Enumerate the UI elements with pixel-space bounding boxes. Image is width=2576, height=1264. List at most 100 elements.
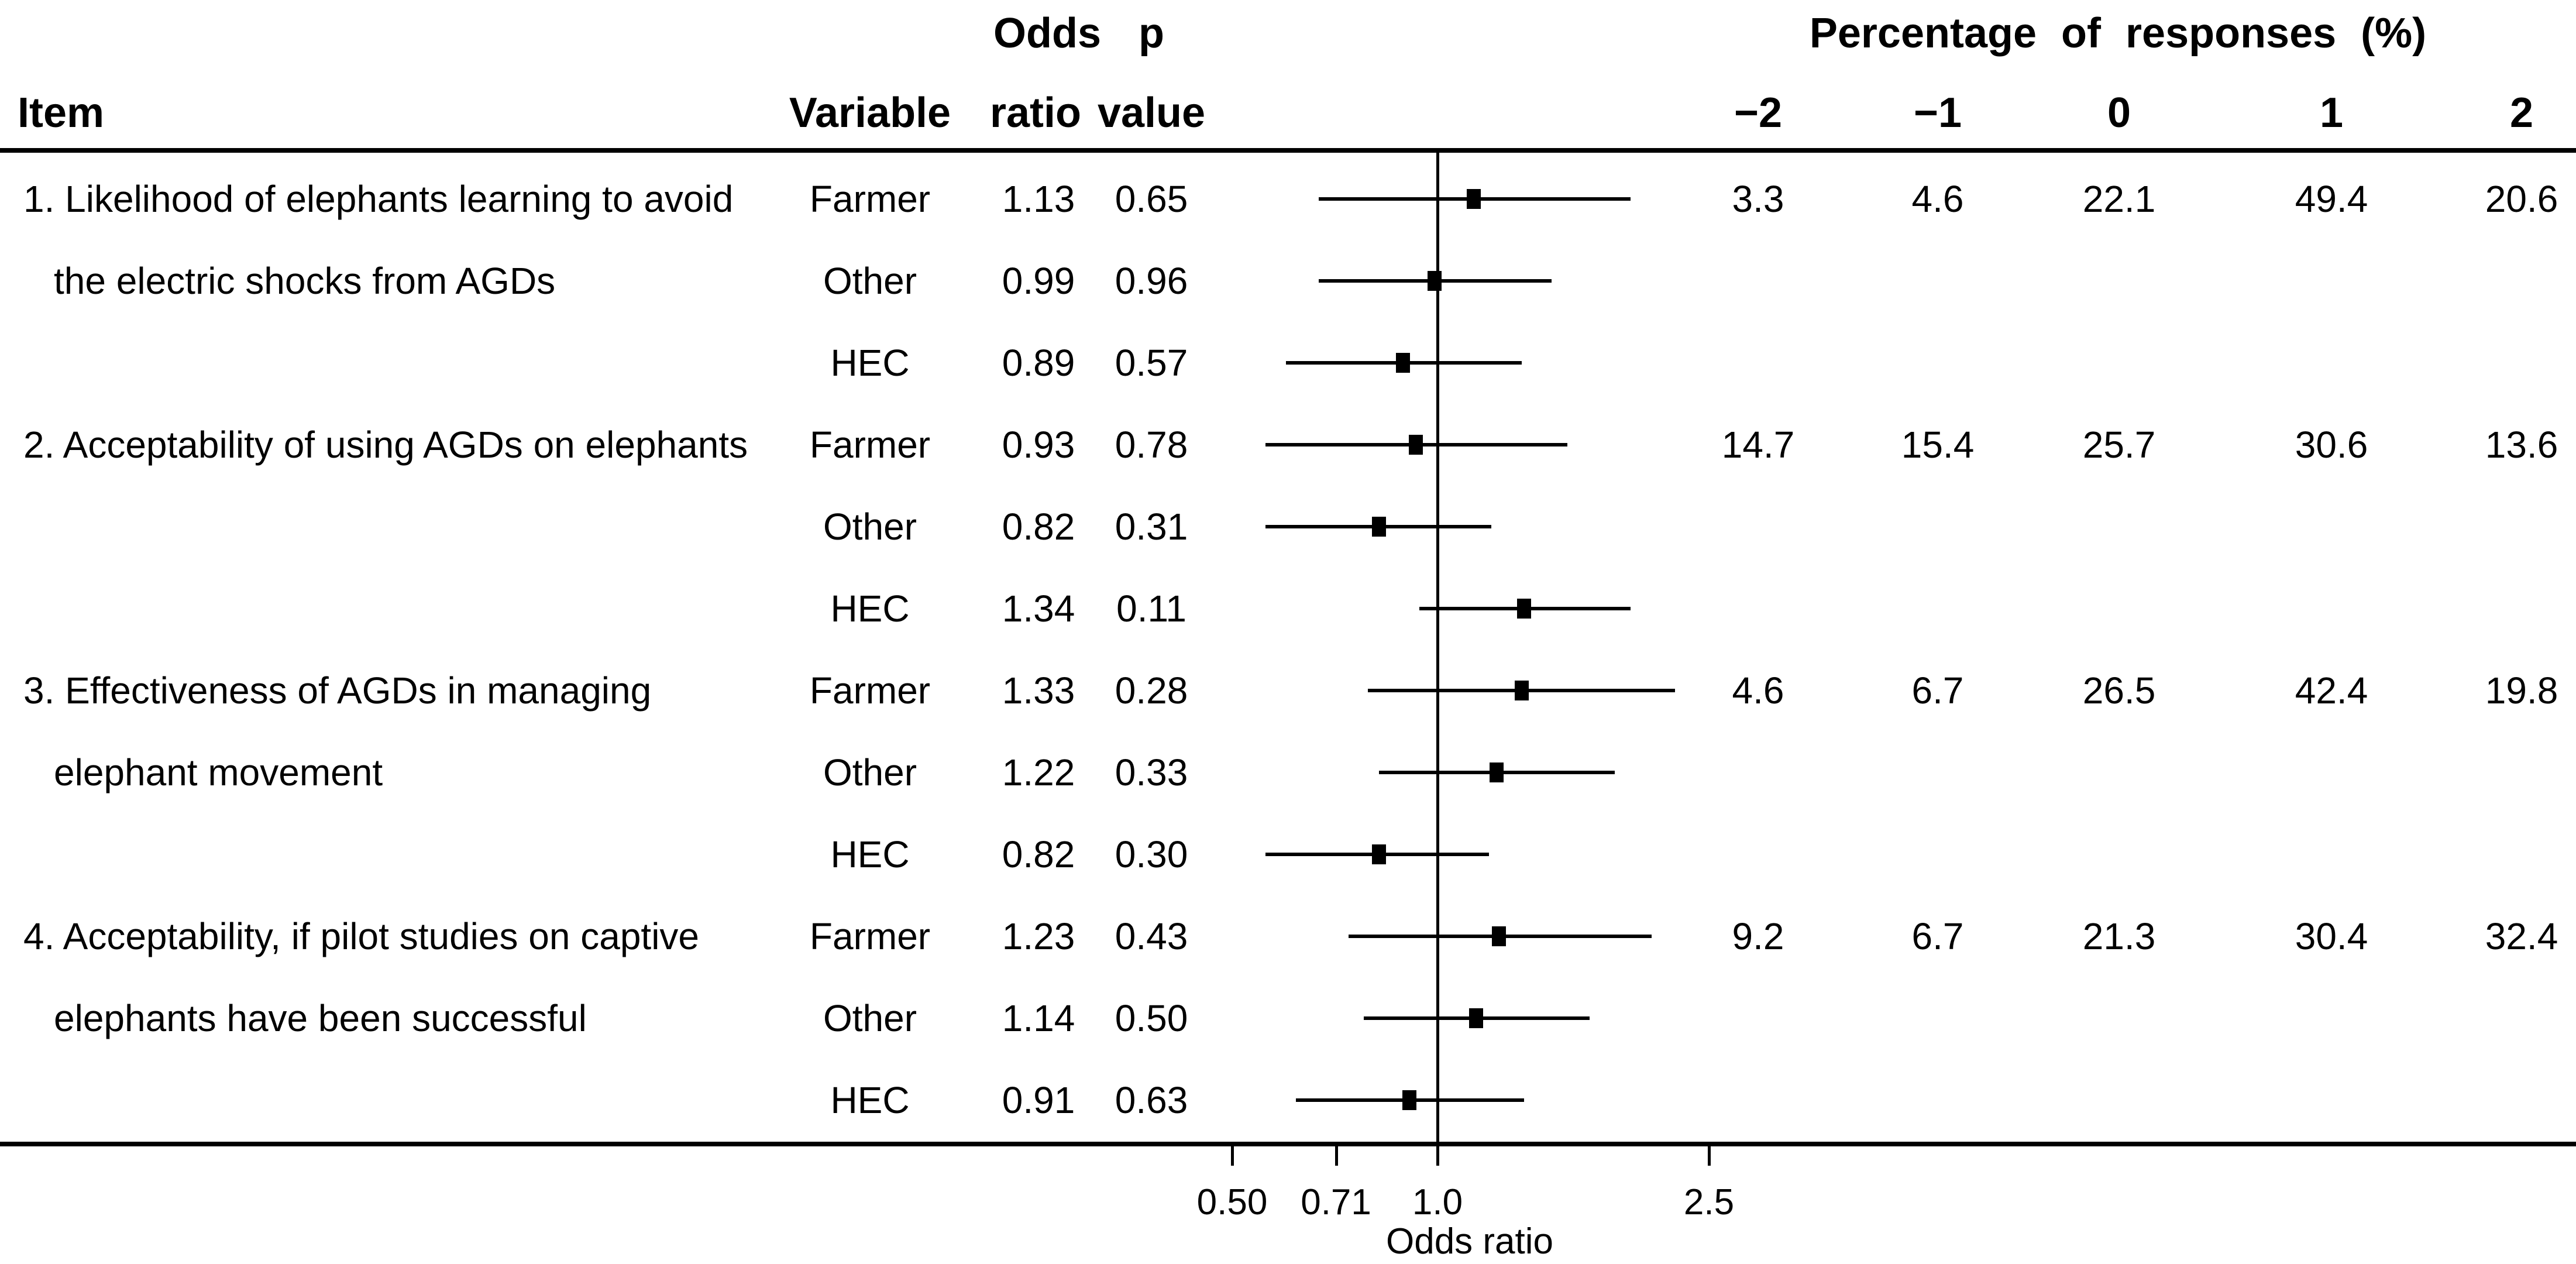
x-axis-tick [1335,1146,1338,1166]
odds-ratio-value: 0.99 [1002,260,1075,302]
odds-ratio-column-header: ratio [989,90,1082,136]
item-column-header: Item [18,90,105,136]
percentage-value: 6.7 [1911,915,1964,957]
p-value: 0.50 [1115,997,1188,1039]
percentage-value: 3.3 [1732,178,1784,220]
axis-rule [0,1142,2576,1146]
odds-ratio-value: 0.82 [1002,833,1075,875]
variable-label: Other [823,997,917,1039]
p-value: 0.65 [1115,178,1188,220]
response-level-header: 0 [2107,90,2131,136]
or-square-marker [1402,1090,1417,1110]
or-square-marker [1489,762,1504,782]
item-label: 2. Acceptability of using AGDs on elepha… [23,424,748,466]
x-axis-tick [1436,1146,1439,1166]
percentage-value: 30.6 [2295,424,2368,466]
item-label: 4. Acceptability, if pilot studies on ca… [23,915,699,957]
p-header-line1: p [1139,10,1164,57]
item-label: elephants have been successful [54,997,587,1039]
x-axis-tick-label: 0.50 [1196,1182,1268,1222]
variable-label: HEC [830,1079,910,1121]
variable-label: HEC [830,833,910,875]
or-square-marker [1517,599,1532,619]
percentage-value: 42.4 [2295,669,2368,712]
response-level-header: 1 [2319,90,2344,136]
item-label: 3. Effectiveness of AGDs in managing [23,669,652,712]
variable-label: HEC [830,588,910,630]
p-value: 0.57 [1115,342,1188,384]
odds-ratio-value: 0.89 [1002,342,1075,384]
percentage-value: 6.7 [1911,669,1964,712]
odds-header-line1: Odds [993,10,1102,57]
percentage-value: 32.4 [2485,915,2558,957]
x-axis-tick-label: 2.5 [1683,1182,1735,1222]
percentage-value: 21.3 [2082,915,2156,957]
odds-ratio-value: 1.14 [1002,997,1075,1039]
or-square-marker [1469,1008,1484,1028]
p-value: 0.30 [1115,833,1188,875]
odds-ratio-value: 0.93 [1002,424,1075,466]
variable-column-header: Variable [789,90,951,136]
item-label: elephant movement [54,751,383,794]
percentage-value: 49.4 [2295,178,2368,220]
percentage-value: 25.7 [2082,424,2156,466]
variable-label: Farmer [809,669,931,712]
percentage-value: 4.6 [1732,669,1784,712]
or-square-marker [1466,189,1481,209]
odds-ratio-value: 1.22 [1002,751,1075,794]
odds-ratio-value: 0.82 [1002,506,1075,548]
odds-ratio-value: 1.23 [1002,915,1075,957]
odds-ratio-value: 1.33 [1002,669,1075,712]
odds-ratio-value: 1.13 [1002,178,1075,220]
response-level-header: 2 [2509,90,2534,136]
p-value: 0.96 [1115,260,1188,302]
item-label: the electric shocks from AGDs [54,260,556,302]
p-value: 0.43 [1115,915,1188,957]
percentage-value: 30.4 [2295,915,2368,957]
percentage-value: 22.1 [2082,178,2156,220]
variable-label: Farmer [809,915,931,957]
x-axis-tick-label: 0.71 [1301,1182,1371,1222]
variable-label: Other [823,506,917,548]
p-value: 0.31 [1115,506,1188,548]
p-value: 0.28 [1115,669,1188,712]
or-square-marker [1491,926,1506,946]
header-rule [0,148,2576,153]
or-square-marker [1395,353,1410,373]
percentage-value: 15.4 [1901,424,1975,466]
x-axis-tick [1231,1146,1234,1166]
response-level-header: −1 [1913,90,1962,136]
p-value: 0.11 [1116,588,1186,630]
item-label: 1. Likelihood of elephants learning to a… [23,178,734,220]
percentage-value: 20.6 [2485,178,2558,220]
percentage-value: 14.7 [1721,424,1795,466]
x-axis-title: Odds ratio [1385,1221,1554,1262]
x-axis-tick-label: 1.0 [1412,1182,1463,1222]
odds-ratio-value: 0.91 [1002,1079,1075,1121]
variable-label: Farmer [809,178,931,220]
or-square-marker [1371,517,1386,537]
response-level-header: −2 [1734,90,1783,136]
percentage-title: Percentage of responses (%) [1809,10,2427,57]
odds-ratio-value: 1.34 [1002,588,1075,630]
reference-line-or-1 [1436,153,1439,1165]
variable-label: Other [823,751,917,794]
or-square-marker [1427,271,1442,291]
p-value-column-header: value [1097,90,1206,136]
variable-label: Other [823,260,917,302]
percentage-value: 26.5 [2082,669,2156,712]
percentage-value: 9.2 [1732,915,1784,957]
percentage-value: 19.8 [2485,669,2558,712]
or-square-marker [1515,681,1529,700]
or-square-marker [1371,844,1386,864]
x-axis-tick [1707,1146,1711,1166]
variable-label: HEC [830,342,910,384]
p-value: 0.63 [1115,1079,1188,1121]
percentage-value: 13.6 [2485,424,2558,466]
or-square-marker [1409,435,1423,455]
variable-label: Farmer [809,424,931,466]
p-value: 0.78 [1115,424,1188,466]
p-value: 0.33 [1115,751,1188,794]
percentage-value: 4.6 [1911,178,1964,220]
